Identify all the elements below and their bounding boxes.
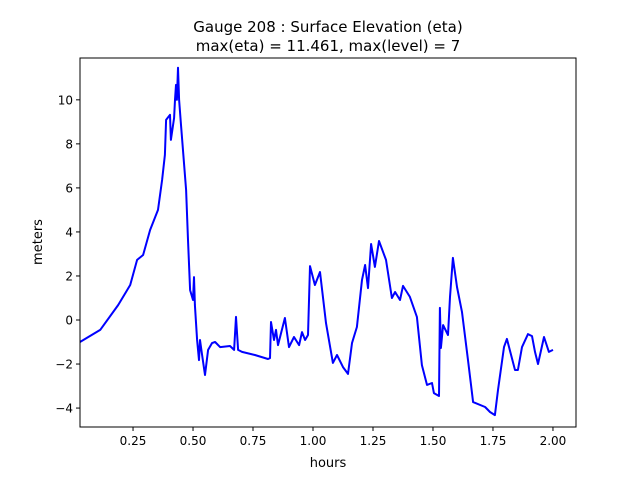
- x-tick-label: 1.50: [420, 434, 447, 448]
- x-tick-label: 0.50: [180, 434, 207, 448]
- chart-title-line-2: max(eta) = 11.461, max(level) = 7: [196, 37, 461, 55]
- x-tick-label: 2.00: [540, 434, 567, 448]
- y-tick-label: 6: [65, 181, 73, 195]
- chart-title-line-1: Gauge 208 : Surface Elevation (eta): [193, 18, 462, 36]
- y-tick-label: 0: [65, 313, 73, 327]
- x-tick-label: 0.75: [240, 434, 267, 448]
- y-tick-label: 8: [65, 137, 73, 151]
- y-tick-label: −2: [55, 358, 73, 372]
- y-tick-label: 2: [65, 269, 73, 283]
- x-axis-label: hours: [310, 456, 347, 471]
- y-tick-label: 4: [65, 225, 73, 239]
- axes-frame: [79, 57, 577, 428]
- x-tick-label: 1.25: [360, 434, 387, 448]
- x-tick-label: 1.00: [300, 434, 327, 448]
- x-tick-label: 0.25: [120, 434, 147, 448]
- y-tick-label: 10: [58, 93, 73, 107]
- y-axis-label: meters: [31, 219, 46, 265]
- y-tick-label: −4: [55, 402, 73, 416]
- x-tick-label: 1.75: [480, 434, 507, 448]
- plot-area: 0.25 0.50 0.75 1.00 1.25 1.50 1.75 2.00 −4 −2 0 2 4 6…: [55, 57, 577, 448]
- series-line-eta: [79, 66, 554, 417]
